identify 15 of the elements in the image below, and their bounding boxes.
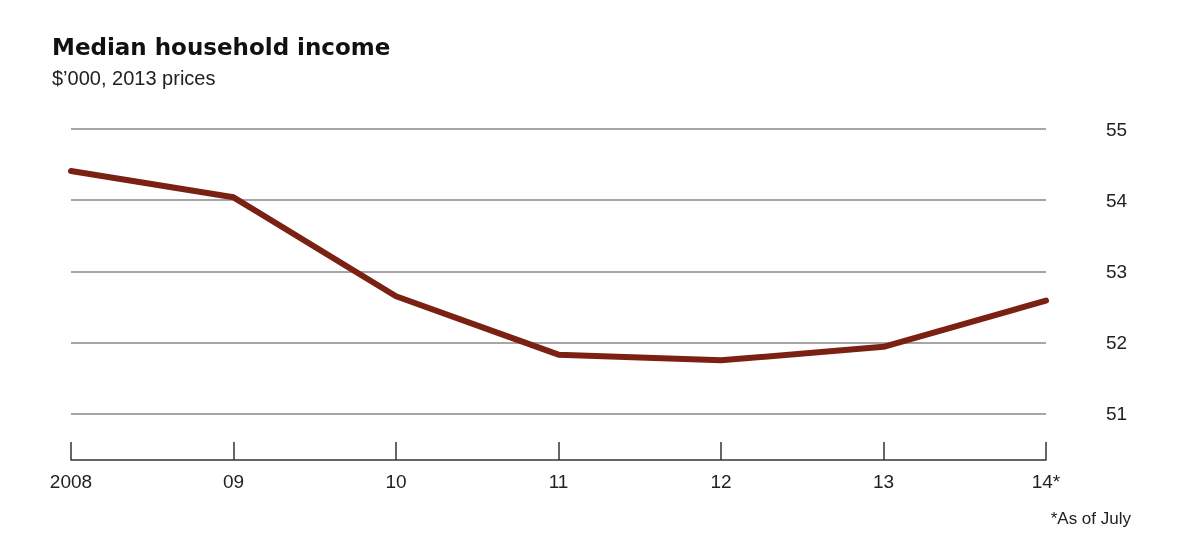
x-tick-label: 11 bbox=[548, 471, 569, 492]
y-tick-label: 53 bbox=[1106, 260, 1128, 282]
y-tick-label: 52 bbox=[1106, 332, 1128, 354]
x-tick-label: 12 bbox=[710, 471, 732, 492]
x-tick-label: 2008 bbox=[49, 471, 93, 492]
text: *As of July bbox=[1050, 509, 1132, 528]
chart-subtitle: $’000, 2013 prices bbox=[52, 67, 216, 89]
x-tick-label: 14* bbox=[1031, 471, 1061, 492]
x-tick-label: 13 bbox=[872, 471, 895, 492]
x-tick-label: 09 bbox=[222, 471, 245, 492]
y-tick-label: 51 bbox=[1106, 403, 1128, 425]
x-tick-label: 10 bbox=[385, 471, 407, 492]
y-tick-label: 54 bbox=[1106, 189, 1128, 211]
y-tick-label: 55 bbox=[1106, 118, 1128, 140]
chart-title: Median household income bbox=[52, 33, 391, 60]
